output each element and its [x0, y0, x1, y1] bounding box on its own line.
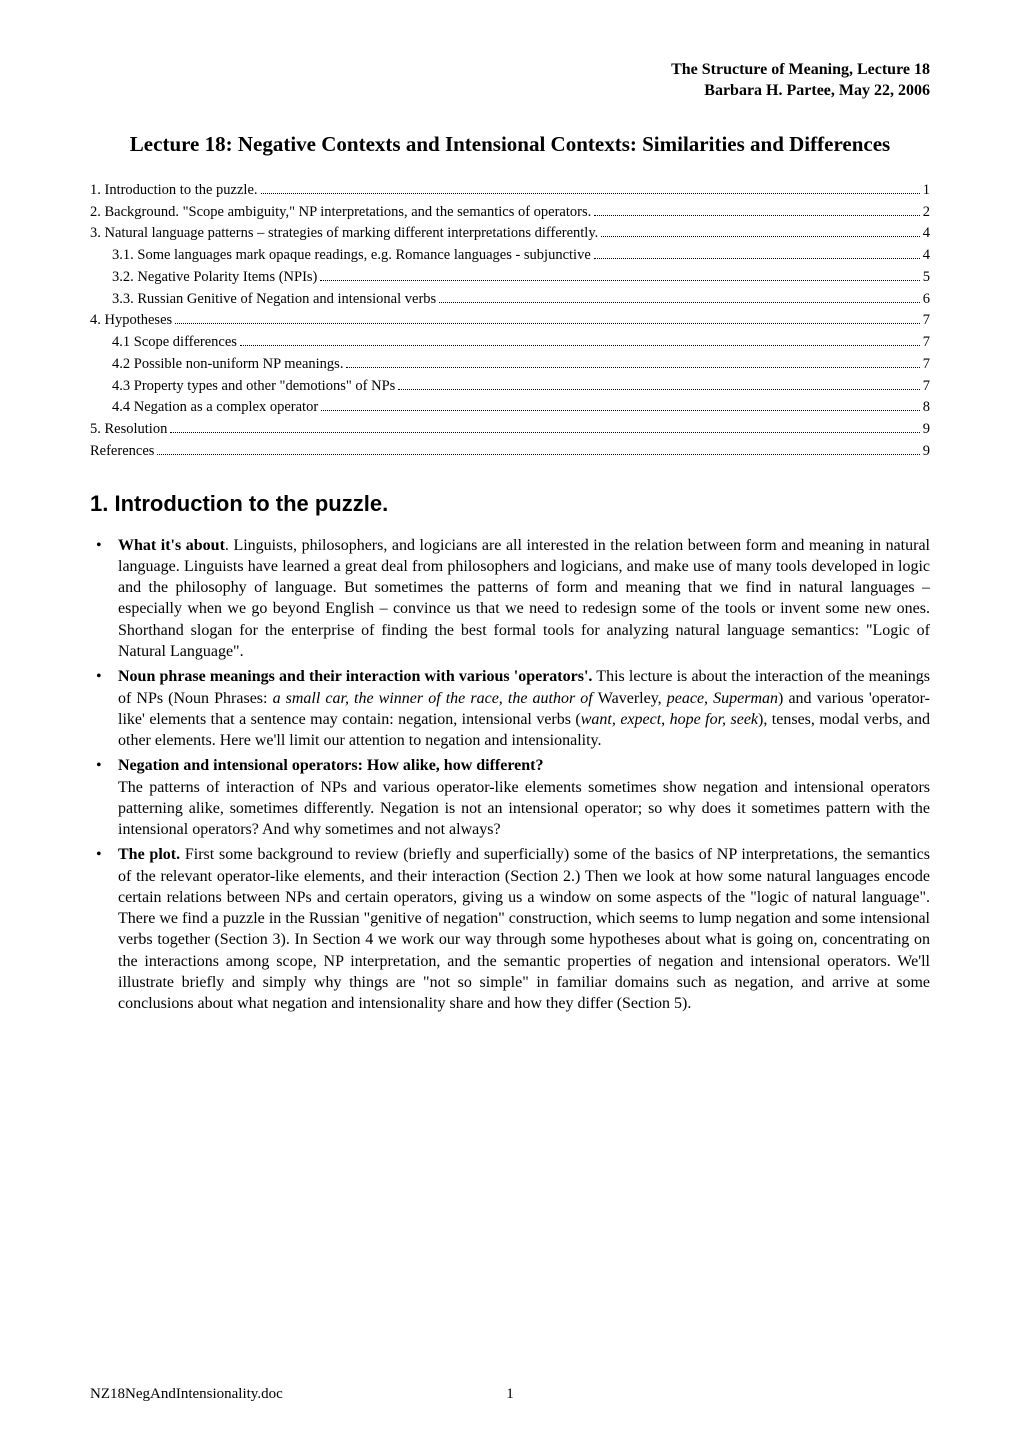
toc-row: References 9	[90, 441, 930, 463]
toc-entry-text: 3.3. Russian Genitive of Negation and in…	[112, 289, 436, 311]
toc-entry-text: 4.2 Possible non-uniform NP meanings.	[112, 354, 343, 376]
bullet-text: Waverley,	[598, 690, 667, 707]
toc-leader-dots	[157, 454, 919, 455]
toc-leader-dots	[170, 432, 919, 433]
toc-entry-text: 4.1 Scope differences	[112, 332, 237, 354]
toc-entry-text: References	[90, 441, 154, 463]
toc-entry-page: 9	[923, 441, 930, 463]
toc-leader-dots	[398, 389, 919, 390]
page-footer: NZ18NegAndIntensionality.doc 1	[90, 1386, 930, 1403]
toc-entry-page: 7	[923, 354, 930, 376]
bullet-text: The patterns of interaction of NPs and v…	[118, 779, 930, 839]
italic-text: want, expect, hope for, seek	[581, 711, 758, 728]
document-title: Lecture 18: Negative Contexts and Intens…	[90, 130, 930, 158]
toc-row: 4. Hypotheses 7	[90, 310, 930, 332]
toc-entry-page: 6	[923, 289, 930, 311]
list-item: Negation and intensional operators: How …	[90, 755, 930, 840]
toc-row: 2. Background. "Scope ambiguity," NP int…	[90, 202, 930, 224]
toc-leader-dots	[321, 410, 920, 411]
toc-row: 3.3. Russian Genitive of Negation and in…	[90, 289, 930, 311]
toc-entry-text: 2. Background. "Scope ambiguity," NP int…	[90, 202, 591, 224]
toc-leader-dots	[594, 215, 920, 216]
toc-entry-page: 8	[923, 397, 930, 419]
toc-entry-text: 5. Resolution	[90, 419, 167, 441]
bullet-list: What it's about. Linguists, philosophers…	[90, 535, 930, 1015]
toc-leader-dots	[175, 323, 920, 324]
toc-entry-page: 9	[923, 419, 930, 441]
toc-leader-dots	[240, 345, 920, 346]
list-item: The plot. First some background to revie…	[90, 844, 930, 1014]
table-of-contents: 1. Introduction to the puzzle. 1 2. Backgr…	[90, 180, 930, 463]
toc-entry-text: 3. Natural language patterns – strategie…	[90, 223, 598, 245]
toc-row: 3. Natural language patterns – strategie…	[90, 223, 930, 245]
toc-entry-page: 7	[923, 332, 930, 354]
toc-row: 3.2. Negative Polarity Items (NPIs) 5	[90, 267, 930, 289]
bullet-lead: Noun phrase meanings and their interacti…	[118, 668, 592, 685]
running-header-line-2: Barbara H. Partee, May 22, 2006	[90, 81, 930, 102]
running-header-line-1: The Structure of Meaning, Lecture 18	[90, 60, 930, 81]
toc-entry-text: 3.2. Negative Polarity Items (NPIs)	[112, 267, 317, 289]
running-header: The Structure of Meaning, Lecture 18 Bar…	[90, 60, 930, 102]
toc-row: 5. Resolution 9	[90, 419, 930, 441]
footer-page-number: 1	[506, 1386, 514, 1403]
bullet-lead: Negation and intensional operators: How …	[118, 757, 543, 774]
toc-row: 4.1 Scope differences 7	[90, 332, 930, 354]
toc-entry-text: 3.1. Some languages mark opaque readings…	[112, 245, 591, 267]
italic-text: peace, Superman	[667, 690, 778, 707]
toc-entry-page: 7	[923, 376, 930, 398]
footer-filename: NZ18NegAndIntensionality.doc	[90, 1386, 283, 1403]
toc-row: 4.4 Negation as a complex operator 8	[90, 397, 930, 419]
toc-leader-dots	[594, 258, 920, 259]
toc-leader-dots	[320, 280, 919, 281]
bullet-text: First some background to review (briefly…	[118, 846, 930, 1012]
toc-entry-text: 4.3 Property types and other "demotions"…	[112, 376, 395, 398]
bullet-lead: The plot.	[118, 846, 180, 863]
section-heading: 1. Introduction to the puzzle.	[90, 491, 930, 517]
bullet-lead: What it's about	[118, 537, 225, 554]
toc-entry-page: 5	[923, 267, 930, 289]
toc-entry-text: 4. Hypotheses	[90, 310, 172, 332]
toc-entry-page: 1	[923, 180, 930, 202]
toc-leader-dots	[439, 302, 920, 303]
italic-text: a small car, the winner of the race, the…	[273, 690, 598, 707]
toc-entry-page: 7	[923, 310, 930, 332]
toc-leader-dots	[346, 367, 919, 368]
toc-row: 4.2 Possible non-uniform NP meanings. 7	[90, 354, 930, 376]
list-item: Noun phrase meanings and their interacti…	[90, 666, 930, 751]
toc-row: 3.1. Some languages mark opaque readings…	[90, 245, 930, 267]
toc-leader-dots	[261, 193, 920, 194]
toc-row: 1. Introduction to the puzzle. 1	[90, 180, 930, 202]
bullet-text: . Linguists, philosophers, and logicians…	[118, 537, 930, 660]
toc-entry-text: 1. Introduction to the puzzle.	[90, 180, 258, 202]
toc-entry-page: 4	[923, 223, 930, 245]
toc-leader-dots	[601, 236, 919, 237]
page: The Structure of Meaning, Lecture 18 Bar…	[0, 0, 1020, 1443]
toc-entry-text: 4.4 Negation as a complex operator	[112, 397, 318, 419]
toc-entry-page: 4	[923, 245, 930, 267]
toc-entry-page: 2	[923, 202, 930, 224]
list-item: What it's about. Linguists, philosophers…	[90, 535, 930, 663]
toc-row: 4.3 Property types and other "demotions"…	[90, 376, 930, 398]
